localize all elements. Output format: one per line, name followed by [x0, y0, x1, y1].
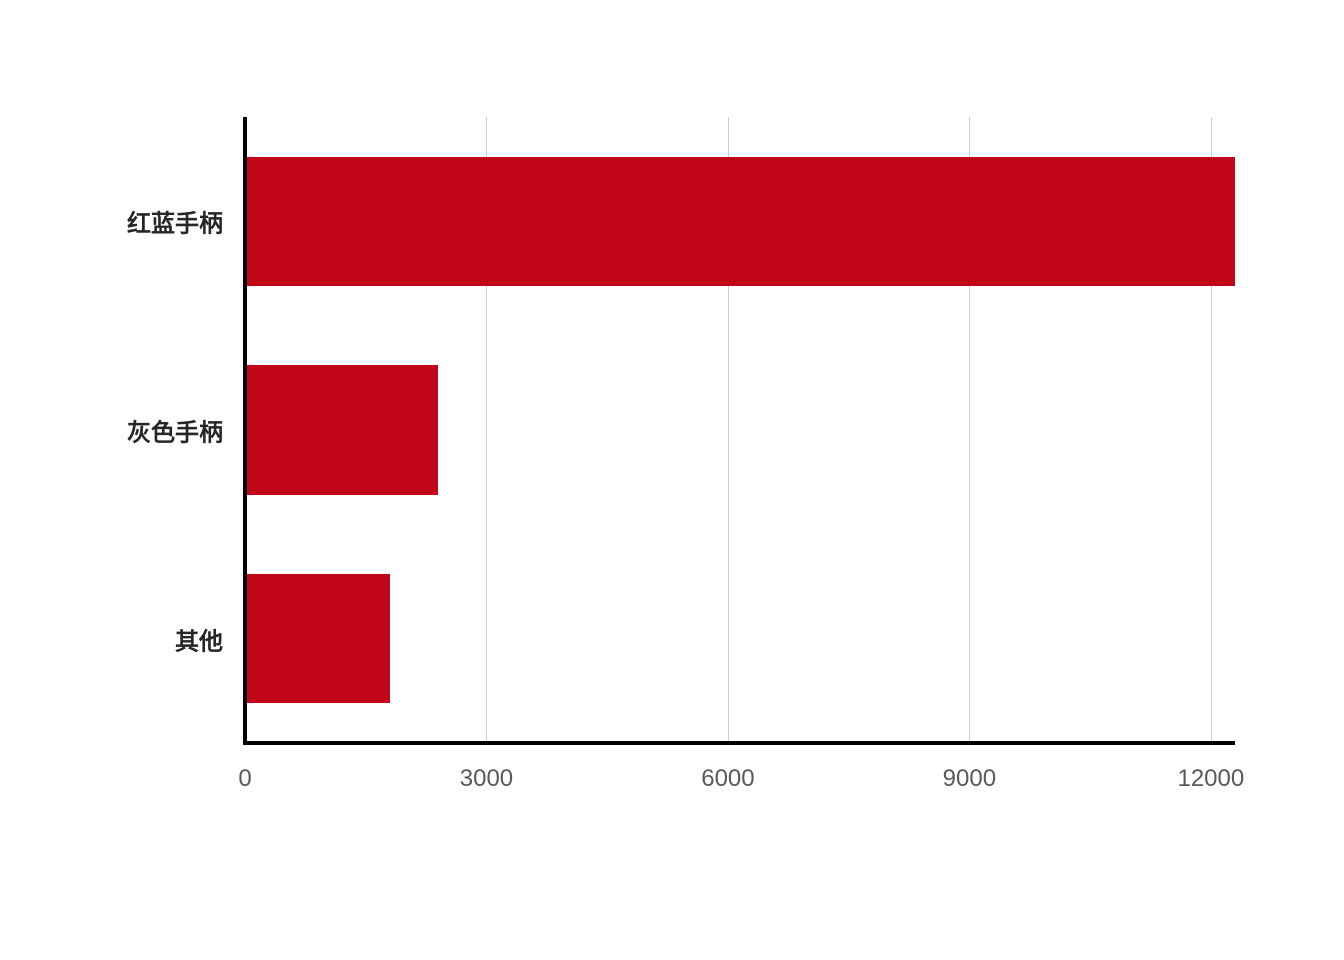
- x-axis: [243, 741, 1235, 745]
- bar: [245, 574, 390, 703]
- bar: [245, 157, 1235, 286]
- y-category-label: 灰色手柄: [127, 413, 245, 448]
- y-category-label: 红蓝手柄: [127, 204, 245, 239]
- x-tick-label: 12000: [1177, 743, 1244, 793]
- x-tick-label: 3000: [460, 743, 513, 793]
- x-tick-label: 6000: [701, 743, 754, 793]
- plot-area: 030006000900012000红蓝手柄灰色手柄其他: [245, 117, 1235, 743]
- x-tick-label: 0: [238, 743, 251, 793]
- x-tick-label: 9000: [943, 743, 996, 793]
- y-category-label: 其他: [175, 621, 245, 656]
- y-axis: [243, 117, 247, 743]
- chart-container: 0 3000 6000 9000 12000 红蓝手柄灰色手柄其他: [0, 0, 1344, 960]
- bar: [245, 365, 438, 494]
